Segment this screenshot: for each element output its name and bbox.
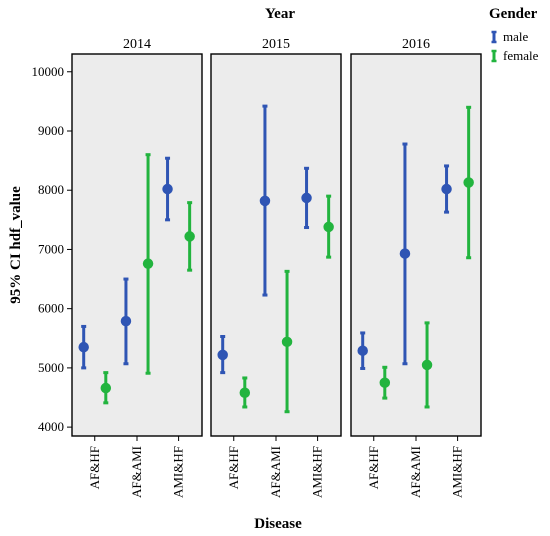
errorbar-female-2016-1 <box>421 321 433 409</box>
y-tick-label-10000: 10000 <box>32 64 65 79</box>
errorbar-female-2014-0 <box>100 371 112 405</box>
mean-point <box>323 221 334 233</box>
mean-point <box>421 359 433 371</box>
y-tick-label-5000: 5000 <box>38 360 64 375</box>
errorbar-male-2014-2 <box>162 156 173 222</box>
mean-point <box>441 183 452 195</box>
legend-label-female: female <box>503 48 539 63</box>
y-axis-title: 95% CI hdf_value <box>8 186 24 304</box>
y-tick-label-7000: 7000 <box>38 241 64 256</box>
legend-item-male: male <box>491 29 528 44</box>
panel-2016 <box>350 53 482 437</box>
mean-point <box>120 315 132 327</box>
mean-point <box>281 336 293 348</box>
errorbar-female-2016-2 <box>463 105 474 260</box>
facet-label-2015: 2015 <box>262 37 290 52</box>
facet-label-2016: 2016 <box>402 37 430 52</box>
category-label-2016-2: AMI&HF <box>450 446 465 498</box>
facet-label-2014: 2014 <box>123 37 151 52</box>
legend: male female <box>491 29 539 63</box>
mean-point <box>463 177 474 188</box>
mean-point <box>100 382 112 394</box>
errorbar-male-2016-0 <box>357 331 368 370</box>
category-label-2014-0: AF&HF <box>87 446 102 489</box>
legend-title: Gender <box>489 6 538 22</box>
panel-2014 <box>71 53 203 437</box>
legend-item-female: female <box>491 48 539 63</box>
errorbar-female-2014-2 <box>184 201 195 272</box>
errorbar-female-2015-1 <box>281 269 293 414</box>
category-label-2014-1: AF&AMI <box>129 446 144 498</box>
y-tick-label-9000: 9000 <box>38 123 64 138</box>
errorbar-female-2014-1 <box>142 153 154 375</box>
plot-layer: 2014 4000 5000 6000 7000 8000 9000 10000 AF&HF AF… <box>32 37 482 498</box>
mean-point <box>379 377 391 388</box>
errorbar-male-2015-2 <box>301 166 312 230</box>
mean-point <box>239 387 251 399</box>
mean-point <box>78 341 89 353</box>
errorbar-male-2016-2 <box>441 164 452 214</box>
mean-point <box>217 349 228 361</box>
mean-point <box>301 192 312 204</box>
chart-title: Year <box>265 6 295 22</box>
y-tick-label-4000: 4000 <box>38 419 64 434</box>
errorbar-female-2016-0 <box>379 365 391 400</box>
category-label-2016-0: AF&HF <box>366 446 381 489</box>
legend-label-male: male <box>503 29 528 44</box>
errorbar-male-2015-0 <box>217 335 228 375</box>
errorbar-female-2015-2 <box>323 194 334 259</box>
category-label-2015-2: AMI&HF <box>310 446 325 498</box>
x-axis-title: Disease <box>254 516 302 532</box>
mean-point <box>184 231 195 242</box>
mean-point <box>259 195 271 207</box>
mean-point <box>142 258 154 269</box>
category-label-2016-1: AF&AMI <box>408 446 423 498</box>
errorbar-male-2014-1 <box>120 277 132 366</box>
errorbar-female-2015-0 <box>239 376 251 409</box>
y-tick-label-6000: 6000 <box>38 301 64 316</box>
mean-point <box>162 183 173 195</box>
category-label-2015-1: AF&AMI <box>268 446 283 498</box>
panel-2015 <box>210 53 342 437</box>
errorbar-male-2016-1 <box>399 142 411 366</box>
y-tick-label-8000: 8000 <box>38 182 64 197</box>
mean-point <box>357 345 368 356</box>
errorbar-male-2014-0 <box>78 324 89 370</box>
category-label-2015-0: AF&HF <box>226 446 241 489</box>
errorbar-male-2015-1 <box>259 104 271 297</box>
category-label-2014-2: AMI&HF <box>171 446 186 498</box>
mean-point <box>399 248 411 259</box>
